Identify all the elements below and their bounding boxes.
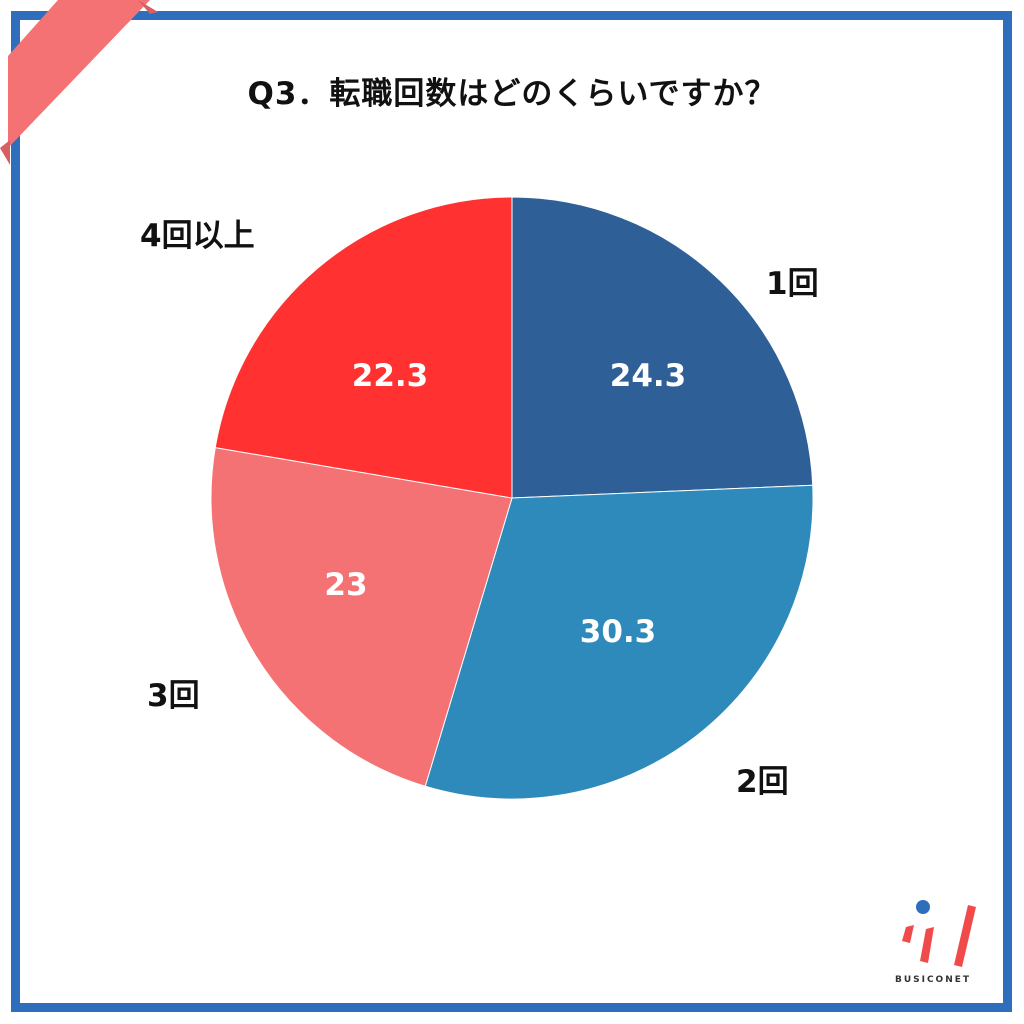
pie-slice: [214, 196, 513, 499]
value-4plus-times: 22.3: [351, 358, 429, 394]
label-1-time: 1回: [766, 266, 819, 302]
busiconet-logo-icon: [902, 900, 976, 967]
chart-title: Q3．転職回数はどのくらいですか？: [247, 76, 777, 112]
pie-slice: [424, 484, 814, 800]
pie-slice: [210, 447, 513, 787]
pie-slice: [511, 196, 814, 499]
label-3-times: 3回: [147, 678, 200, 714]
label-4plus-times: 4回以上: [140, 218, 255, 254]
value-3-times: 23: [324, 567, 368, 603]
value-1-time: 24.3: [609, 358, 687, 394]
label-2-times: 2回: [736, 764, 789, 800]
logo-text: BUSICONET: [894, 975, 972, 985]
value-2-times: 30.3: [579, 614, 657, 650]
